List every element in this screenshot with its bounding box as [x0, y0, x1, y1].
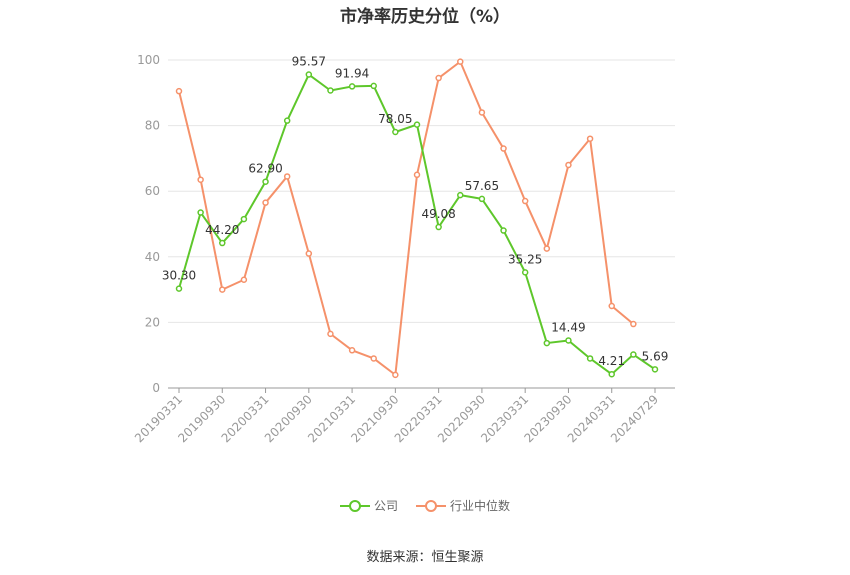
data-point-industry-median — [370, 355, 377, 362]
data-point-industry-median — [219, 286, 226, 293]
data-label-company: 14.49 — [551, 320, 585, 334]
data-point-company — [630, 351, 637, 358]
data-point-company — [543, 339, 551, 347]
data-label-company: 44.20 — [205, 223, 239, 237]
legend-item-industry-median[interactable]: 行业中位数 — [416, 497, 510, 514]
legend-label-industry-median: 行业中位数 — [450, 499, 511, 513]
data-point-company — [283, 117, 291, 124]
data-point-company — [370, 82, 377, 90]
data-point-industry-median — [175, 87, 183, 95]
grid-lines — [168, 59, 675, 323]
data-point-company — [392, 128, 399, 136]
data-point-industry-median — [283, 173, 291, 180]
data-point-industry-median — [197, 176, 204, 183]
data-point-industry-median — [348, 347, 356, 354]
data-labels: 30.30 44.20 62.90 95.57 91.94 78.05 49.08 57.65… — [162, 55, 669, 369]
data-point-industry-median — [457, 58, 464, 65]
data-point-industry-median — [608, 302, 615, 310]
data-label-company: 30.30 — [162, 269, 196, 283]
y-tick-label: 20 — [145, 315, 160, 329]
data-point-company — [348, 83, 356, 90]
legend-line-circle-icon — [339, 499, 370, 512]
data-label-company: 91.94 — [335, 66, 369, 80]
legend-label-company: 公司 — [373, 499, 398, 513]
data-point-company — [457, 191, 464, 199]
data-label-company: 4.21 — [598, 354, 625, 368]
data-point-company — [262, 178, 269, 185]
legend-line-circle-icon — [416, 499, 446, 512]
data-point-company — [586, 355, 594, 362]
data-point-industry-median — [586, 135, 594, 142]
data-point-company — [305, 71, 313, 78]
y-tick-label: 80 — [145, 119, 160, 133]
y-tick-label: 60 — [145, 184, 160, 198]
data-point-industry-median — [478, 109, 486, 116]
data-point-industry-median — [413, 171, 421, 179]
series-layer — [175, 58, 659, 379]
data-point-industry-median — [435, 74, 442, 82]
data-label-company: 49.08 — [421, 207, 455, 221]
data-point-company — [219, 239, 226, 247]
data-point-industry-median — [521, 197, 529, 205]
x-tick-label: 20240729 — [608, 392, 661, 445]
data-point-industry-median — [500, 145, 507, 152]
data-point-company — [608, 370, 615, 378]
series-line-industry-median — [178, 60, 635, 376]
data-point-company — [175, 285, 183, 292]
data-point-company — [240, 215, 248, 223]
data-label-company: 78.05 — [378, 112, 412, 126]
y-tick-label: 40 — [145, 250, 160, 264]
data-point-industry-median — [565, 161, 572, 169]
data-label-company: 35.25 — [508, 252, 542, 266]
data-source-note: 数据来源：恒生聚源 — [366, 550, 484, 565]
data-point-company — [651, 366, 659, 373]
data-point-company — [521, 269, 529, 276]
data-point-company — [413, 121, 421, 128]
data-point-industry-median — [543, 245, 551, 252]
y-tick-label: 100 — [137, 53, 160, 67]
data-point-company — [327, 87, 334, 94]
legend-item-company[interactable]: 公司 — [339, 497, 398, 514]
data-label-company: 62.90 — [248, 162, 282, 176]
data-label-company: 5.69 — [642, 349, 669, 363]
data-point-company — [500, 227, 507, 234]
data-point-industry-median — [305, 250, 313, 257]
data-point-company — [565, 337, 572, 344]
data-point-industry-median — [262, 199, 269, 206]
data-point-company — [197, 209, 204, 216]
data-point-industry-median — [630, 320, 637, 328]
data-point-industry-median — [327, 330, 334, 338]
data-point-industry-median — [392, 371, 399, 379]
data-point-company — [435, 223, 442, 231]
data-point-company — [478, 195, 486, 203]
data-label-company: 57.65 — [465, 179, 499, 193]
data-point-industry-median — [240, 276, 248, 284]
legend: 公司 行业中位数 — [0, 497, 850, 514]
chart-title: 市净率历史分位（%） — [339, 7, 511, 27]
y-tick-label: 0 — [152, 381, 160, 395]
data-label-company: 95.57 — [292, 55, 326, 69]
